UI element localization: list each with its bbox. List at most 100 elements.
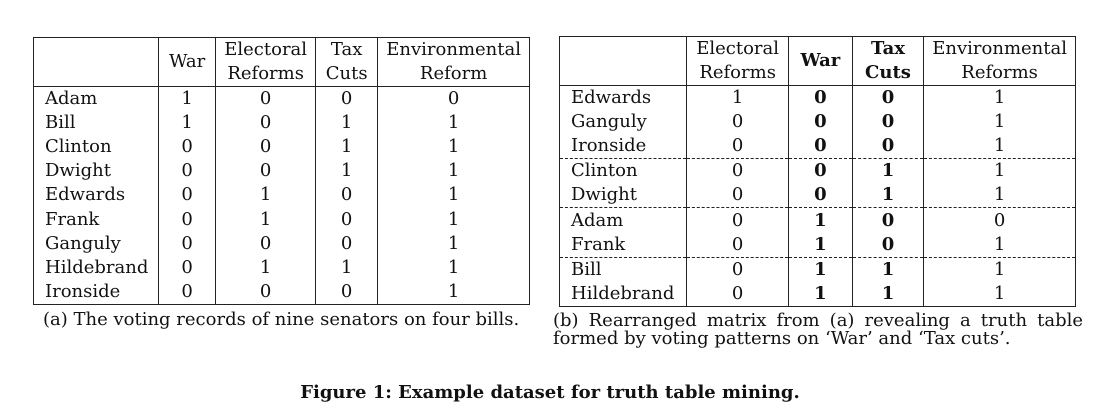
vote-cell: 0 xyxy=(788,110,853,135)
vote-cell: 0 xyxy=(686,183,789,208)
vote-cell: 0 xyxy=(788,85,853,111)
vote-cell: 0 xyxy=(315,86,379,112)
vote-cell: 1 xyxy=(788,232,853,258)
table-row: Frank 0 1 0 1 xyxy=(33,207,530,232)
vote-cell: 1 xyxy=(447,184,460,206)
column-header: Environmental Reforms xyxy=(923,36,1076,86)
vote-cell: 0 xyxy=(215,86,317,112)
vote-cell: 0 xyxy=(158,255,217,280)
vote-cell: 0 xyxy=(215,159,317,184)
column-header-line: Electoral xyxy=(696,38,780,59)
column-header: Tax Cuts xyxy=(315,37,379,87)
column-header: War xyxy=(788,36,853,86)
vote-cell: 1 xyxy=(993,87,1006,109)
table-row: Ironside 0 0 0 1 xyxy=(33,279,530,305)
vote-cell: 1 xyxy=(686,85,789,111)
vote-cell: 0 xyxy=(686,110,789,135)
column-header-line: War xyxy=(169,51,206,72)
vote-cell: 1 xyxy=(993,111,1006,133)
senator-name-cell: Frank xyxy=(33,207,160,232)
vote-cell: 0 xyxy=(158,159,217,184)
table-header-row: Electoral Reforms War Tax Cuts Environmental R… xyxy=(559,36,1076,86)
column-header xyxy=(33,37,160,87)
senator-name-cell: Ganguly xyxy=(33,231,160,256)
vote-cell: 1 xyxy=(923,158,1076,184)
vote-cell: 0 xyxy=(686,232,789,258)
table-row: Ironside 0 0 0 1 xyxy=(559,134,1076,159)
vote-cell: 0 xyxy=(852,232,925,258)
vote-cell: 1 xyxy=(993,184,1006,206)
senator-name-cell: Bill xyxy=(559,256,688,282)
vote-cell: 1 xyxy=(447,280,460,302)
vote-cell: 1 xyxy=(215,207,317,232)
vote-cell: 1 xyxy=(788,256,853,282)
table-row: Ganguly 0 0 0 1 xyxy=(33,231,530,256)
vote-cell: 0 xyxy=(158,279,217,305)
column-header-line: Tax xyxy=(330,39,363,60)
vote-cell: 1 xyxy=(315,255,379,280)
senator-name-cell: Bill xyxy=(33,111,160,136)
subcaption-a: (a) The voting records of nine senators … xyxy=(43,309,520,330)
column-header: Electoral Reforms xyxy=(686,36,789,86)
column-header-line: Electoral xyxy=(224,39,308,60)
senator-name-cell: Hildebrand xyxy=(559,281,688,307)
vote-cell: 1 xyxy=(447,232,460,254)
vote-cell: 0 xyxy=(215,135,317,160)
column-header-line: Reform xyxy=(419,63,488,84)
senator-name-cell: Adam xyxy=(33,86,160,112)
table-row: Frank 0 1 0 1 xyxy=(559,232,1076,258)
vote-cell: 0 xyxy=(852,110,925,135)
column-header-line: Environmental xyxy=(932,38,1067,59)
column-header-line: Reforms xyxy=(699,62,776,83)
senator-name-cell: Dwight xyxy=(559,183,688,208)
vote-cell: 1 xyxy=(852,158,925,184)
column-header xyxy=(559,36,688,86)
vote-cell: 0 xyxy=(315,231,379,256)
vote-cell: 0 xyxy=(315,279,379,305)
vote-cell: 1 xyxy=(215,183,317,208)
vote-cell: 1 xyxy=(852,183,925,208)
table-row: Clinton 0 0 1 1 xyxy=(33,135,530,160)
senator-name-cell: Clinton xyxy=(33,135,160,160)
vote-cell: 0 xyxy=(788,183,853,208)
subcaption-b: (b) Rearranged matrix from (a) revealing… xyxy=(553,310,1083,349)
column-header-line: Environmental xyxy=(386,39,521,60)
table-row: Hildebrand 0 1 1 1 xyxy=(33,255,530,280)
vote-cell: 0 xyxy=(215,111,317,136)
vote-cell: 1 xyxy=(788,281,853,307)
column-header-line: Tax xyxy=(870,38,906,59)
vote-cell: 1 xyxy=(852,281,925,307)
table-header-row: War Electoral Reforms Tax Cuts Environmental R… xyxy=(33,37,530,87)
vote-cell: 0 xyxy=(686,256,789,282)
vote-cell: 1 xyxy=(158,86,217,112)
vote-cell: 1 xyxy=(447,160,460,182)
column-header-line: Cuts xyxy=(865,62,911,83)
vote-cell: 0 xyxy=(158,207,217,232)
table-row: Adam 1 0 0 0 xyxy=(33,86,530,112)
senator-name-cell: Adam xyxy=(559,207,688,233)
column-header: War xyxy=(158,37,217,87)
senator-name-cell: Ironside xyxy=(33,279,160,305)
senator-name-cell: Edwards xyxy=(559,85,688,111)
vote-cell: 0 xyxy=(215,231,317,256)
vote-cell: 0 xyxy=(158,135,217,160)
vote-cell: 0 xyxy=(852,85,925,111)
vote-cell: 0 xyxy=(686,134,789,159)
vote-cell: 0 xyxy=(315,183,379,208)
senator-name-cell: Edwards xyxy=(33,183,160,208)
table-row: Clinton 0 0 1 1 xyxy=(559,158,1076,184)
vote-cell: 0 xyxy=(158,183,217,208)
vote-cell: 1 xyxy=(993,135,1006,157)
vote-cell: 0 xyxy=(158,231,217,256)
vote-cell: 0 xyxy=(923,207,1076,233)
vote-cell: 1 xyxy=(447,208,460,230)
voting-records-table: War Electoral Reforms Tax Cuts Environmental R… xyxy=(33,37,530,305)
vote-cell: 1 xyxy=(788,207,853,233)
table-row: Edwards 1 0 0 1 xyxy=(559,85,1076,111)
table-row: Edwards 0 1 0 1 xyxy=(33,183,530,208)
table-row: Adam 0 1 0 0 xyxy=(559,207,1076,233)
vote-cell: 0 xyxy=(788,158,853,184)
vote-cell: 1 xyxy=(993,233,1006,255)
rearranged-matrix-table: Electoral Reforms War Tax Cuts Environmental R… xyxy=(559,36,1076,307)
vote-cell: 0 xyxy=(852,134,925,159)
